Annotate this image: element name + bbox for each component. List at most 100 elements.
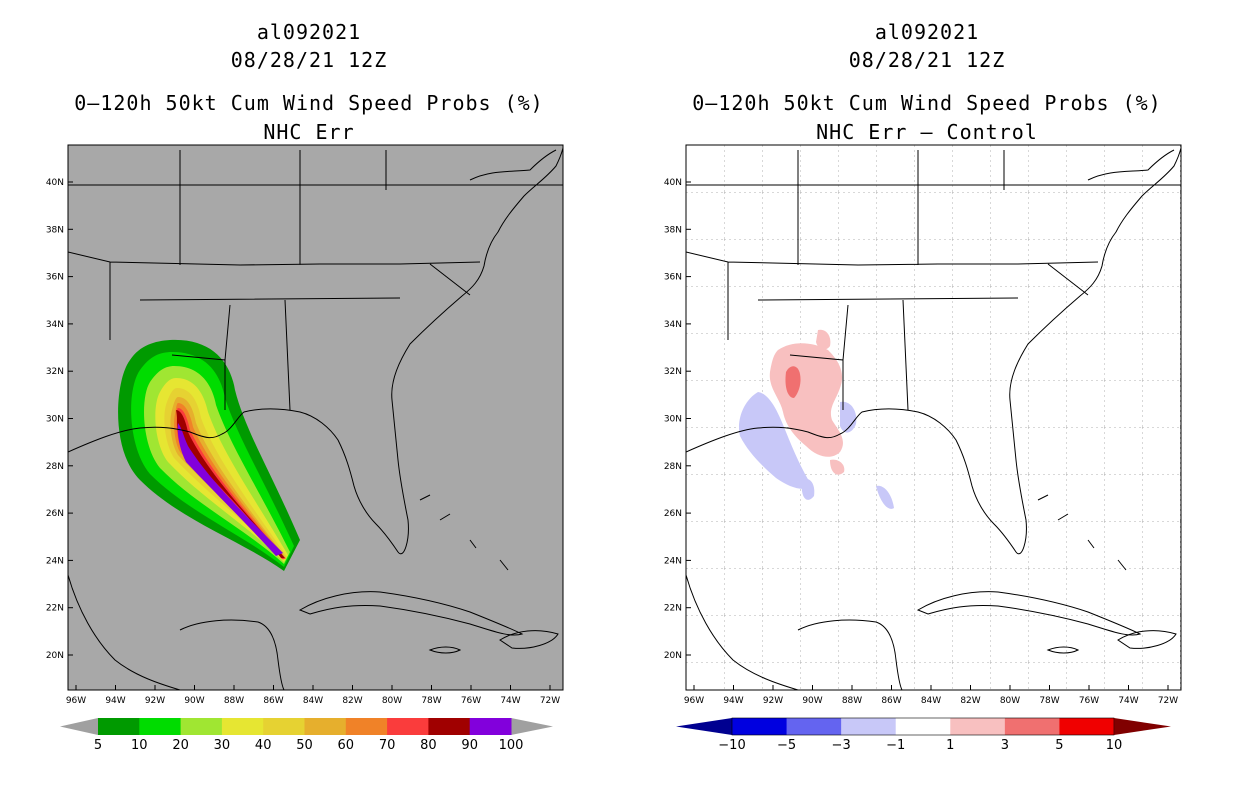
lat-tick-label: 20N xyxy=(46,651,64,661)
lon-tick-label: 84W xyxy=(303,696,323,706)
difference-field xyxy=(738,329,894,509)
jamaica-outline xyxy=(1046,646,1080,654)
colorbar-swatch xyxy=(841,718,897,735)
colorbar-label: 5 xyxy=(1055,738,1063,753)
colorbar-swatch xyxy=(221,718,264,735)
lat-tick-label: 34N xyxy=(46,320,64,330)
colorbar-swatch xyxy=(387,718,429,735)
lat-tick-label: 38N xyxy=(46,225,64,235)
hispaniola-outline xyxy=(1117,630,1177,649)
right-map-panel: al092021 08/28/21 12Z 0–120h 50kt Cum Wi… xyxy=(618,0,1236,800)
colorbar-high-end xyxy=(1114,718,1171,735)
colorbar-label: 80 xyxy=(420,738,437,753)
colorbar-swatch xyxy=(304,718,347,735)
great-lakes-shore xyxy=(1087,149,1175,181)
map-axes: 40N 38N 36N 34N 32N 30N 28N 26N 24N 22N 20N 96W 94W 9… xyxy=(46,178,560,706)
lon-tick-label: 72W xyxy=(1158,696,1178,706)
colorbar-swatch xyxy=(469,718,512,735)
colorbar-label: −5 xyxy=(777,738,796,753)
lon-tick-label: 92W xyxy=(763,696,783,706)
lat-tick-label: 38N xyxy=(664,225,682,235)
colorbar-swatch xyxy=(139,718,182,735)
lon-tick-label: 88W xyxy=(224,696,244,706)
colorbar-swatch xyxy=(1004,718,1060,735)
positive-difference-area-2 xyxy=(816,329,831,350)
colorbar-label: 5 xyxy=(94,738,102,753)
lat-tick-label: 34N xyxy=(664,320,682,330)
colorbar-swatch xyxy=(345,718,388,735)
colorbar-swatch xyxy=(732,718,788,735)
colorbar-swatch xyxy=(895,718,951,735)
product-title: 0–120h 50kt Cum Wind Speed Probs (%) xyxy=(692,91,1162,115)
colorbar-label: 70 xyxy=(379,738,396,753)
map-axes: 40N 38N 36N 34N 32N 30N 28N 26N 24N 22N 20N 96W 94W 9… xyxy=(664,178,1178,706)
lon-tick-label: 94W xyxy=(105,696,125,706)
negative-difference-area-3 xyxy=(801,478,815,500)
lon-tick-label: 80W xyxy=(382,696,402,706)
datetime-title: 08/28/21 12Z xyxy=(230,48,388,72)
lon-tick-label: 94W xyxy=(723,696,743,706)
mexico-coast xyxy=(68,574,181,690)
lon-tick-label: 82W xyxy=(342,696,362,706)
left-map-panel: al092021 08/28/21 12Z 0–120h 50kt Cum Wi… xyxy=(46,20,564,753)
lat-tick-label: 30N xyxy=(46,415,64,425)
lon-tick-label: 82W xyxy=(960,696,980,706)
lon-tick-label: 86W xyxy=(263,696,283,706)
coastlines-borders xyxy=(68,147,563,690)
lat-tick-label: 22N xyxy=(664,604,682,614)
lat-tick-label: 36N xyxy=(46,273,64,283)
lat-tick-label: 28N xyxy=(664,462,682,472)
cuba-outline xyxy=(916,591,1142,636)
hispaniola-outline xyxy=(499,630,559,649)
bahamas-outline xyxy=(1037,494,1127,571)
colorbar: 5 10 20 30 40 50 60 70 80 90 100 xyxy=(60,718,553,753)
subtitle: NHC Err xyxy=(263,120,355,144)
lon-tick-label: 76W xyxy=(1079,696,1099,706)
lat-tick-label: 32N xyxy=(46,367,64,377)
subtitle: NHC Err – Control xyxy=(816,120,1038,144)
state-borders xyxy=(686,150,1181,411)
lon-tick-label: 80W xyxy=(1000,696,1020,706)
negative-difference-area xyxy=(738,392,812,489)
lon-tick-label: 72W xyxy=(540,696,560,706)
lon-tick-label: 96W xyxy=(684,696,704,706)
colorbar-label: −10 xyxy=(718,738,745,753)
bahamas-outline xyxy=(419,494,509,571)
swath-100pct xyxy=(177,423,283,556)
colorbar-swatch xyxy=(98,718,140,735)
storm-id-title: al092021 xyxy=(256,20,362,44)
lat-tick-label: 24N xyxy=(664,556,682,566)
state-borders xyxy=(68,150,563,411)
lon-tick-label: 74W xyxy=(500,696,520,706)
lat-tick-label: 30N xyxy=(664,415,682,425)
negative-difference-area-4 xyxy=(876,485,894,509)
lon-tick-label: 74W xyxy=(1118,696,1138,706)
yucatan-coast xyxy=(179,619,285,690)
lon-tick-label: 86W xyxy=(881,696,901,706)
probability-swath xyxy=(118,339,300,571)
colorbar-swatch xyxy=(950,718,1006,735)
colorbar-label: 1 xyxy=(946,738,954,753)
swath-50pct xyxy=(170,397,286,560)
lat-tick-label: 28N xyxy=(46,462,64,472)
colorbar-label: 30 xyxy=(214,738,231,753)
jamaica-outline xyxy=(428,646,462,654)
lon-tick-label: 78W xyxy=(421,696,441,706)
colorbar-label: 10 xyxy=(1106,738,1123,753)
colorbar-low-end xyxy=(60,718,98,735)
right-map-svg: 40N 38N 36N 34N 32N 30N 28N 26N 24N 22N 20N 96W 94W 9… xyxy=(664,144,1182,753)
colorbar-label: 3 xyxy=(1001,738,1009,753)
positive-difference-area-3 xyxy=(830,459,845,475)
product-title: 0–120h 50kt Cum Wind Speed Probs (%) xyxy=(74,91,544,115)
colorbar-swatch xyxy=(786,718,842,735)
colorbar-swatch xyxy=(180,718,223,735)
colorbar-label: −1 xyxy=(886,738,905,753)
colorbar-label: 60 xyxy=(338,738,355,753)
storm-id-title: al092021 xyxy=(874,20,980,44)
lon-tick-label: 90W xyxy=(802,696,822,706)
cuba-outline xyxy=(298,591,524,636)
yucatan-coast xyxy=(797,619,903,690)
lon-tick-label: 78W xyxy=(1039,696,1059,706)
coastlines-borders xyxy=(686,147,1181,690)
colorbar-label: 40 xyxy=(255,738,272,753)
